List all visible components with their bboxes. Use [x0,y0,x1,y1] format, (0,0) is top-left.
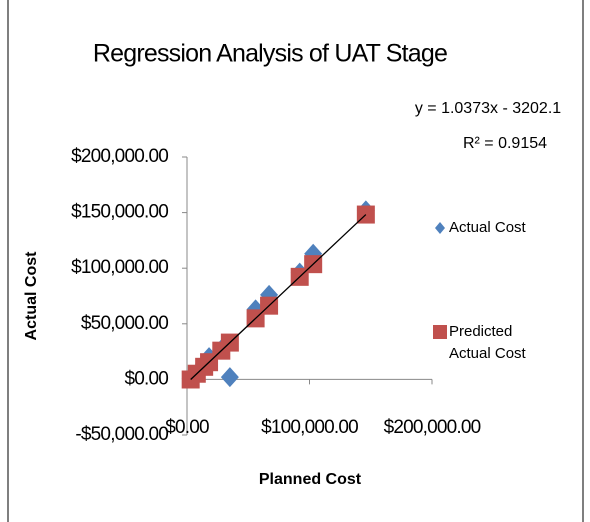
data-point [220,367,239,388]
y-tick-label: -$50,000.00 [75,424,168,445]
y-axis-title: Actual Cost [23,251,40,341]
legend-marker [435,222,445,234]
y-tick-label: $50,000.00 [81,313,168,334]
legend-label: Predicted Actual Cost [449,323,526,362]
legend-label: Actual Cost [449,219,526,236]
x-tick-label: $100,000.00 [261,417,358,438]
y-tick-label: $150,000.00 [71,202,168,223]
y-tick-label: $200,000.00 [71,146,168,167]
annotation: y = 1.0373x - 3202.1 [415,100,561,117]
trendline [190,214,367,380]
chart-title: Regression Analysis of UAT Stage [93,40,447,68]
x-tick-label: $200,000.00 [384,417,481,438]
annotation: R² = 0.9154 [463,135,547,152]
y-tick-label: $0.00 [124,368,168,389]
x-tick-label: $0.00 [165,417,209,438]
x-axis-title: Planned Cost [259,471,362,488]
y-tick-label: $100,000.00 [71,257,168,278]
legend-marker [433,325,447,339]
